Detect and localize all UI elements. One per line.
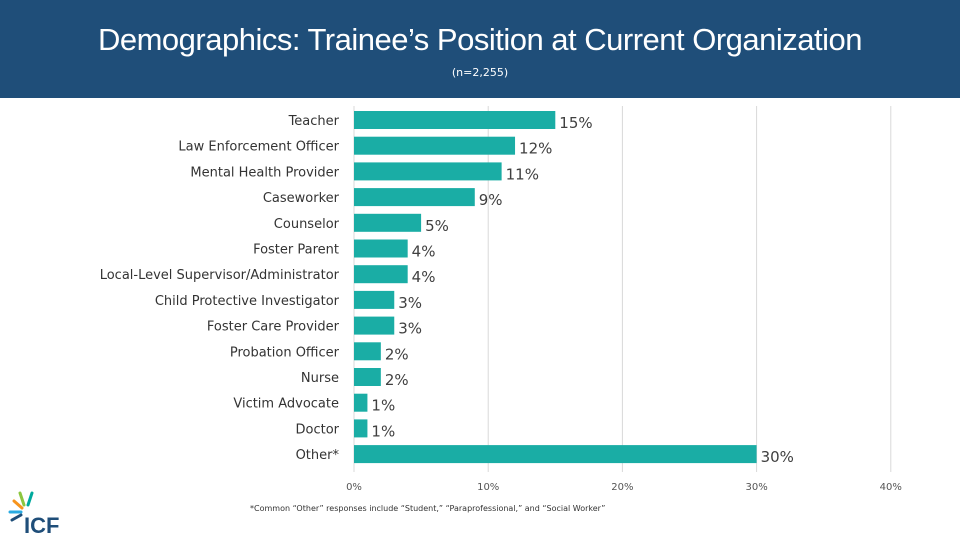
bar xyxy=(354,316,395,335)
bar xyxy=(354,368,381,386)
category-label: Victim Advocate xyxy=(233,397,339,412)
value-label: 15% xyxy=(559,114,592,132)
bar xyxy=(354,213,422,232)
gridlines xyxy=(353,106,892,472)
bar xyxy=(354,393,368,412)
x-tick-label: 0% xyxy=(346,482,362,493)
category-label: Mental Health Provider xyxy=(190,165,339,180)
value-label: 11% xyxy=(506,165,539,183)
value-label: 12% xyxy=(519,140,552,158)
bar xyxy=(354,162,502,181)
category-label: Probation Officer xyxy=(230,345,340,360)
category-label: Other* xyxy=(296,448,340,463)
value-label: 3% xyxy=(398,294,422,312)
category-label: Nurse xyxy=(301,371,339,386)
bar xyxy=(354,290,395,309)
category-label: Counselor xyxy=(274,217,340,232)
category-label: Doctor xyxy=(295,422,339,437)
bar xyxy=(354,188,475,207)
x-tick-label: 10% xyxy=(477,482,499,493)
category-labels: Teacher Law Enforcement Officer Mental Hea… xyxy=(100,114,340,463)
x-axis-ticks: 0% 10% 20% 30% 40% xyxy=(346,482,902,493)
page-subtitle: (n=2,255) xyxy=(451,66,509,79)
bar xyxy=(354,111,556,129)
value-label: 4% xyxy=(412,243,436,261)
bar xyxy=(354,445,757,464)
x-tick-label: 30% xyxy=(745,482,767,493)
category-label: Law Enforcement Officer xyxy=(178,140,339,155)
bar xyxy=(354,239,408,258)
value-label: 3% xyxy=(398,320,422,338)
bars xyxy=(354,111,757,464)
value-label: 1% xyxy=(371,422,395,440)
logo-text: ICF xyxy=(24,513,60,538)
bar xyxy=(354,265,408,284)
footnote: *Common “Other” responses include “Stude… xyxy=(250,504,606,513)
bar-chart: Teacher Law Enforcement Officer Mental Hea… xyxy=(100,106,902,493)
bar xyxy=(354,419,368,438)
value-labels: 15% 12% 11%9% 5% 4% 4% 3% 3% 2% 2% 1% 1% 30% xyxy=(371,114,794,466)
value-label: 2% xyxy=(385,371,409,389)
category-label: Foster Parent xyxy=(253,243,339,258)
bar xyxy=(354,342,381,361)
x-tick-label: 20% xyxy=(611,482,633,493)
value-label: 30% xyxy=(761,448,794,466)
category-label: Local-Level Supervisor/Administrator xyxy=(100,268,340,283)
icf-burst-logo-icon xyxy=(8,491,34,522)
category-label: Foster Care Provider xyxy=(207,320,340,335)
value-label: 5% xyxy=(425,217,449,235)
category-label: Child Protective Investigator xyxy=(155,294,340,309)
header-banner: Demographics: Trainee’s Position at Curr… xyxy=(0,0,960,98)
page-title: Demographics: Trainee’s Position at Curr… xyxy=(97,22,863,57)
category-label: Caseworker xyxy=(263,191,340,206)
value-label: 1% xyxy=(371,397,395,415)
value-label: 4% xyxy=(412,268,436,286)
value-label: 9% xyxy=(479,191,503,209)
category-label: Teacher xyxy=(288,114,340,129)
bar xyxy=(354,136,516,155)
value-label: 2% xyxy=(385,345,409,363)
x-tick-label: 40% xyxy=(880,482,902,493)
